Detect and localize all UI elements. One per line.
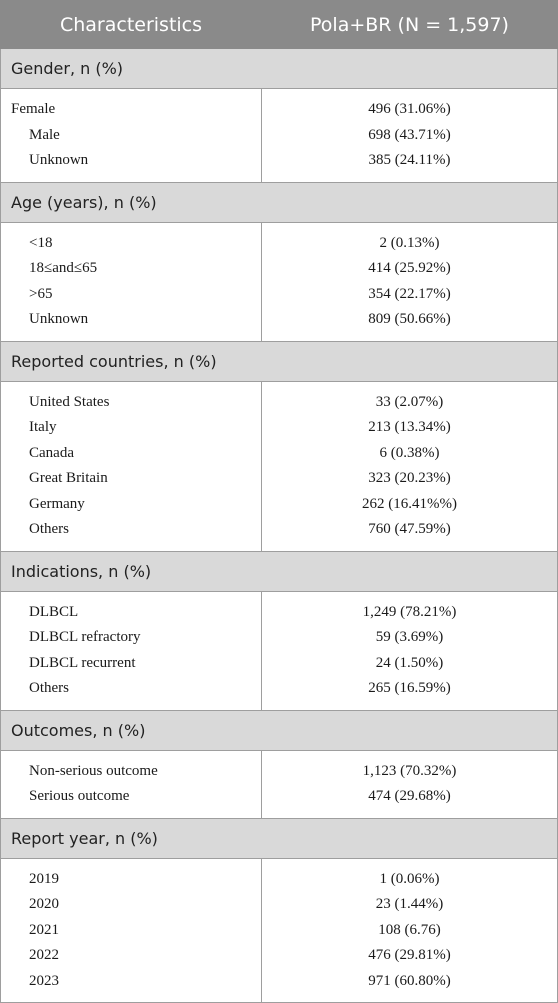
table-row: Female 496 (31.06%) bbox=[0, 88, 558, 123]
table-row: 2020 23 (1.44%) bbox=[0, 892, 558, 918]
row-value: 354 (22.17%) bbox=[261, 281, 558, 307]
header-pola-br: Pola+BR (N = 1,597) bbox=[261, 0, 558, 49]
section-age: Age (years), n (%) bbox=[0, 181, 558, 223]
section-title: Reported countries, n (%) bbox=[0, 340, 558, 382]
row-value: 6 (0.38%) bbox=[261, 440, 558, 466]
row-value: 760 (47.59%) bbox=[261, 517, 558, 552]
row-label: Great Britain bbox=[0, 466, 262, 492]
table-row: DLBCL refractory 59 (3.69%) bbox=[0, 625, 558, 651]
table-row: 18≤and≤65 414 (25.92%) bbox=[0, 256, 558, 282]
row-value: 971 (60.80%) bbox=[261, 968, 558, 1003]
table-row: United States 33 (2.07%) bbox=[0, 381, 558, 415]
row-value: 476 (29.81%) bbox=[261, 943, 558, 969]
row-label: Unknown bbox=[0, 148, 262, 183]
row-label: 2019 bbox=[0, 858, 262, 892]
table-row: Great Britain 323 (20.23%) bbox=[0, 466, 558, 492]
section-title: Gender, n (%) bbox=[0, 48, 558, 89]
row-label: DLBCL recurrent bbox=[0, 650, 262, 676]
row-label: Others bbox=[0, 517, 262, 552]
row-label: 18≤and≤65 bbox=[0, 256, 262, 282]
table-row: Male 698 (43.71%) bbox=[0, 122, 558, 148]
table-row: Others 265 (16.59%) bbox=[0, 676, 558, 711]
table-row: Canada 6 (0.38%) bbox=[0, 440, 558, 466]
table-row: 2021 108 (6.76) bbox=[0, 917, 558, 943]
row-value: 262 (16.41%%) bbox=[261, 491, 558, 517]
row-label: DLBCL refractory bbox=[0, 625, 262, 651]
row-value: 108 (6.76) bbox=[261, 917, 558, 943]
table-row: 2022 476 (29.81%) bbox=[0, 943, 558, 969]
table-row: Italy 213 (13.34%) bbox=[0, 415, 558, 441]
row-value: 323 (20.23%) bbox=[261, 466, 558, 492]
table-row: DLBCL 1,249 (78.21%) bbox=[0, 591, 558, 625]
section-gender: Gender, n (%) bbox=[0, 48, 558, 89]
row-value: 1,123 (70.32%) bbox=[261, 750, 558, 784]
row-label: 2020 bbox=[0, 892, 262, 918]
row-value: 33 (2.07%) bbox=[261, 381, 558, 415]
row-value: 1,249 (78.21%) bbox=[261, 591, 558, 625]
header-characteristics: Characteristics bbox=[0, 0, 262, 49]
row-label: Germany bbox=[0, 491, 262, 517]
row-label: Serious outcome bbox=[0, 784, 262, 819]
row-value: 23 (1.44%) bbox=[261, 892, 558, 918]
row-value: 496 (31.06%) bbox=[261, 88, 558, 123]
row-value: 414 (25.92%) bbox=[261, 256, 558, 282]
table-row: Serious outcome 474 (29.68%) bbox=[0, 784, 558, 819]
row-value: 809 (50.66%) bbox=[261, 307, 558, 342]
section-report-year: Report year, n (%) bbox=[0, 817, 558, 859]
table-row: 2023 971 (60.80%) bbox=[0, 968, 558, 1003]
table-row: >65 354 (22.17%) bbox=[0, 281, 558, 307]
row-value: 2 (0.13%) bbox=[261, 222, 558, 256]
row-label: 2021 bbox=[0, 917, 262, 943]
section-title: Outcomes, n (%) bbox=[0, 709, 558, 751]
row-label: 2022 bbox=[0, 943, 262, 969]
row-label: Italy bbox=[0, 415, 262, 441]
row-label: <18 bbox=[0, 222, 262, 256]
row-label: Unknown bbox=[0, 307, 262, 342]
section-title: Age (years), n (%) bbox=[0, 181, 558, 223]
table-row: Germany 262 (16.41%%) bbox=[0, 491, 558, 517]
row-label: Canada bbox=[0, 440, 262, 466]
row-value: 1 (0.06%) bbox=[261, 858, 558, 892]
row-label: Female bbox=[0, 88, 262, 123]
section-title: Indications, n (%) bbox=[0, 550, 558, 592]
section-indications: Indications, n (%) bbox=[0, 550, 558, 592]
row-label: Others bbox=[0, 676, 262, 711]
row-value: 24 (1.50%) bbox=[261, 650, 558, 676]
table-row: 2019 1 (0.06%) bbox=[0, 858, 558, 892]
row-label: DLBCL bbox=[0, 591, 262, 625]
header-row: Characteristics Pola+BR (N = 1,597) bbox=[0, 0, 558, 49]
table-row: <18 2 (0.13%) bbox=[0, 222, 558, 256]
section-outcomes: Outcomes, n (%) bbox=[0, 709, 558, 751]
section-title: Report year, n (%) bbox=[0, 817, 558, 859]
row-label: Male bbox=[0, 122, 262, 148]
row-value: 474 (29.68%) bbox=[261, 784, 558, 819]
row-value: 698 (43.71%) bbox=[261, 122, 558, 148]
table-row: Non-serious outcome 1,123 (70.32%) bbox=[0, 750, 558, 784]
row-value: 59 (3.69%) bbox=[261, 625, 558, 651]
row-label: Non-serious outcome bbox=[0, 750, 262, 784]
row-value: 213 (13.34%) bbox=[261, 415, 558, 441]
row-label: 2023 bbox=[0, 968, 262, 1003]
row-value: 385 (24.11%) bbox=[261, 148, 558, 183]
table-row: Unknown 809 (50.66%) bbox=[0, 307, 558, 342]
table-row: DLBCL recurrent 24 (1.50%) bbox=[0, 650, 558, 676]
table-row: Others 760 (47.59%) bbox=[0, 517, 558, 552]
table-row: Unknown 385 (24.11%) bbox=[0, 148, 558, 183]
row-label: >65 bbox=[0, 281, 262, 307]
section-countries: Reported countries, n (%) bbox=[0, 340, 558, 382]
row-label: United States bbox=[0, 381, 262, 415]
row-value: 265 (16.59%) bbox=[261, 676, 558, 711]
